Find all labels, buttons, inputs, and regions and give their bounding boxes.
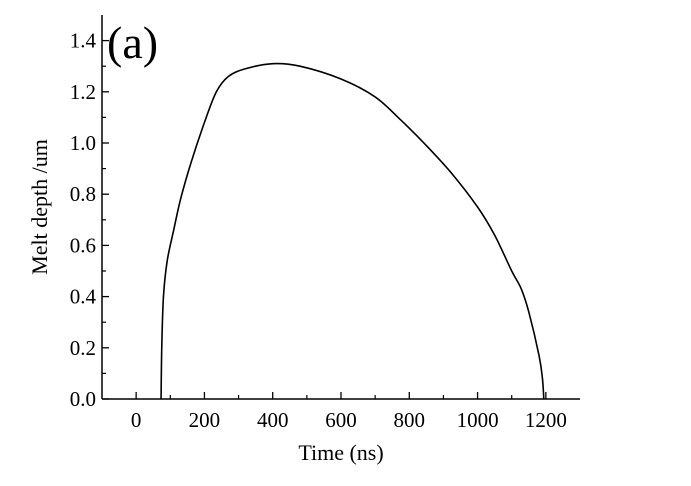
x-tick-label: 1200 <box>525 408 567 432</box>
x-tick-label: 800 <box>394 408 426 432</box>
x-tick-label: 600 <box>325 408 357 432</box>
y-axis-label: Melt depth /um <box>27 139 52 275</box>
x-axis-label: Time (ns) <box>298 440 383 465</box>
y-tick-label: 1.2 <box>70 80 96 104</box>
panel-label: (a) <box>107 17 158 68</box>
y-tick-label: 0.4 <box>70 285 97 309</box>
y-tick-label: 0.8 <box>70 182 96 206</box>
axes <box>101 15 580 400</box>
x-tick-label: 200 <box>189 408 221 432</box>
y-tick-label: 0.0 <box>70 387 96 411</box>
y-tick-label: 1.4 <box>70 29 97 53</box>
series-line <box>160 62 545 400</box>
y-tick-label: 0.2 <box>70 336 96 360</box>
x-tick-label: 400 <box>257 408 289 432</box>
ticks: 0 200 400 600 800 1000 1200 0.0 0.2 0.4 0.6 0.8 1.0 1… <box>70 29 567 432</box>
y-tick-label: 0.6 <box>70 233 96 257</box>
x-tick-label: 1000 <box>457 408 499 432</box>
x-tick-label: 0 <box>131 408 142 432</box>
y-tick-label: 1.0 <box>70 131 96 155</box>
